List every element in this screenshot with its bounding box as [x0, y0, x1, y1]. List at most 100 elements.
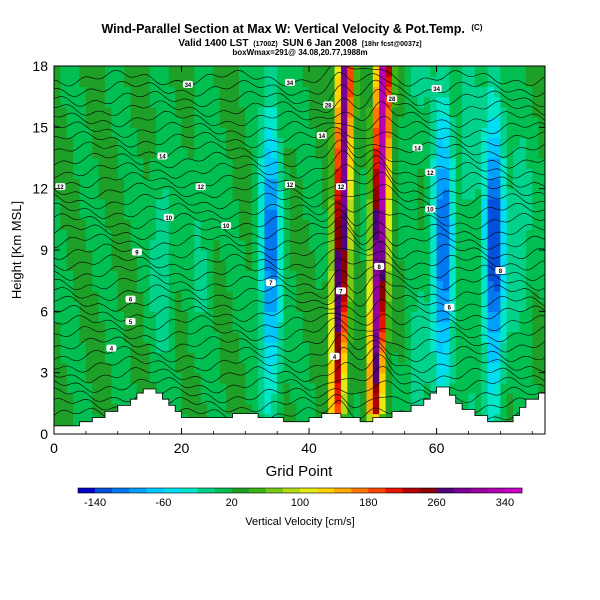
velocity-cell	[213, 188, 221, 200]
velocity-cell	[54, 158, 61, 169]
velocity-cell	[328, 66, 336, 77]
velocity-cell	[79, 382, 87, 394]
velocity-cell	[404, 158, 412, 169]
velocity-cell	[315, 209, 323, 220]
velocity-cell	[194, 393, 202, 404]
velocity-cell	[474, 270, 482, 282]
velocity-cell	[360, 239, 368, 251]
velocity-cell	[506, 352, 514, 364]
velocity-cell	[474, 219, 482, 231]
velocity-cell	[130, 178, 138, 190]
velocity-cell	[200, 372, 208, 384]
isentrope-label: 8	[495, 266, 506, 275]
velocity-cell	[385, 127, 393, 139]
velocity-cell	[130, 76, 138, 88]
velocity-cell	[328, 321, 336, 333]
velocity-cell	[519, 229, 527, 241]
velocity-cell	[513, 331, 521, 343]
colorbar-swatch	[368, 488, 386, 493]
velocity-cell	[60, 209, 68, 220]
velocity-cell	[379, 331, 387, 343]
velocity-cell	[60, 137, 68, 149]
velocity-cell	[411, 127, 419, 139]
velocity-cell	[149, 321, 157, 333]
velocity-cell	[302, 219, 310, 231]
velocity-cell	[66, 270, 74, 282]
velocity-cell	[296, 86, 304, 98]
velocity-cell	[379, 76, 387, 88]
velocity-cell	[296, 66, 304, 77]
velocity-cell	[519, 127, 527, 139]
velocity-cell	[66, 393, 74, 404]
velocity-cell	[85, 413, 93, 425]
velocity-cell	[519, 362, 527, 374]
velocity-cell	[73, 413, 81, 425]
velocity-cell	[251, 66, 259, 77]
velocity-cell	[232, 239, 240, 251]
velocity-cell	[372, 76, 380, 88]
isentrope-label: 34	[431, 84, 442, 93]
velocity-cell	[404, 219, 412, 231]
velocity-cell	[334, 168, 342, 180]
velocity-cell	[200, 147, 208, 159]
velocity-cell	[162, 178, 170, 190]
velocity-cell	[194, 280, 202, 292]
velocity-cell	[270, 403, 278, 415]
velocity-cell	[124, 250, 132, 261]
velocity-cell	[149, 117, 157, 128]
velocity-cell	[462, 188, 470, 200]
velocity-cell	[226, 403, 234, 415]
velocity-cell	[449, 209, 457, 220]
velocity-cell	[277, 372, 285, 384]
velocity-cell	[207, 158, 215, 169]
velocity-cell	[296, 290, 304, 302]
velocity-cell	[385, 239, 393, 251]
velocity-cell	[219, 270, 227, 282]
velocity-cell	[73, 229, 81, 241]
velocity-cell	[54, 270, 61, 282]
velocity-cell	[73, 311, 81, 323]
velocity-cell	[360, 321, 368, 333]
velocity-cell	[111, 362, 119, 374]
velocity-cell	[487, 352, 495, 364]
isentrope-line	[54, 380, 545, 404]
velocity-cell	[328, 239, 336, 251]
velocity-cell	[436, 331, 444, 343]
velocity-cell	[136, 352, 144, 364]
velocity-cell	[130, 188, 138, 200]
velocity-cell	[487, 117, 495, 128]
velocity-cell	[207, 239, 215, 251]
velocity-cell	[455, 158, 463, 169]
velocity-cell	[334, 301, 342, 312]
isentrope-line	[54, 216, 545, 241]
isentrope-line	[54, 150, 545, 179]
velocity-cell	[500, 178, 508, 190]
velocity-cell	[315, 342, 323, 353]
velocity-cell	[156, 219, 164, 231]
velocity-cell	[213, 229, 221, 241]
velocity-cell	[366, 382, 374, 394]
velocity-cell	[366, 239, 374, 251]
velocity-cell	[54, 66, 61, 77]
velocity-cell	[462, 137, 470, 149]
velocity-cell	[238, 106, 246, 118]
velocity-cell	[238, 86, 246, 98]
velocity-cell	[168, 178, 176, 190]
velocity-cell	[181, 188, 189, 200]
velocity-cell	[283, 147, 291, 159]
velocity-cell	[226, 372, 234, 384]
velocity-cell	[200, 66, 208, 77]
velocity-cell	[54, 76, 61, 88]
velocity-cell	[506, 280, 514, 292]
chart-subtitle: Valid 1400 LST (1700Z) SUN 6 Jan 2008 [1…	[178, 38, 421, 49]
velocity-cell	[296, 311, 304, 323]
velocity-cell	[462, 403, 470, 415]
velocity-cell	[436, 209, 444, 220]
velocity-cell	[442, 250, 450, 261]
velocity-cell	[207, 86, 215, 98]
velocity-cell	[200, 188, 208, 200]
velocity-cell	[105, 260, 112, 272]
velocity-cell	[404, 86, 412, 98]
velocity-cell	[532, 393, 540, 404]
velocity-cell	[411, 106, 419, 118]
